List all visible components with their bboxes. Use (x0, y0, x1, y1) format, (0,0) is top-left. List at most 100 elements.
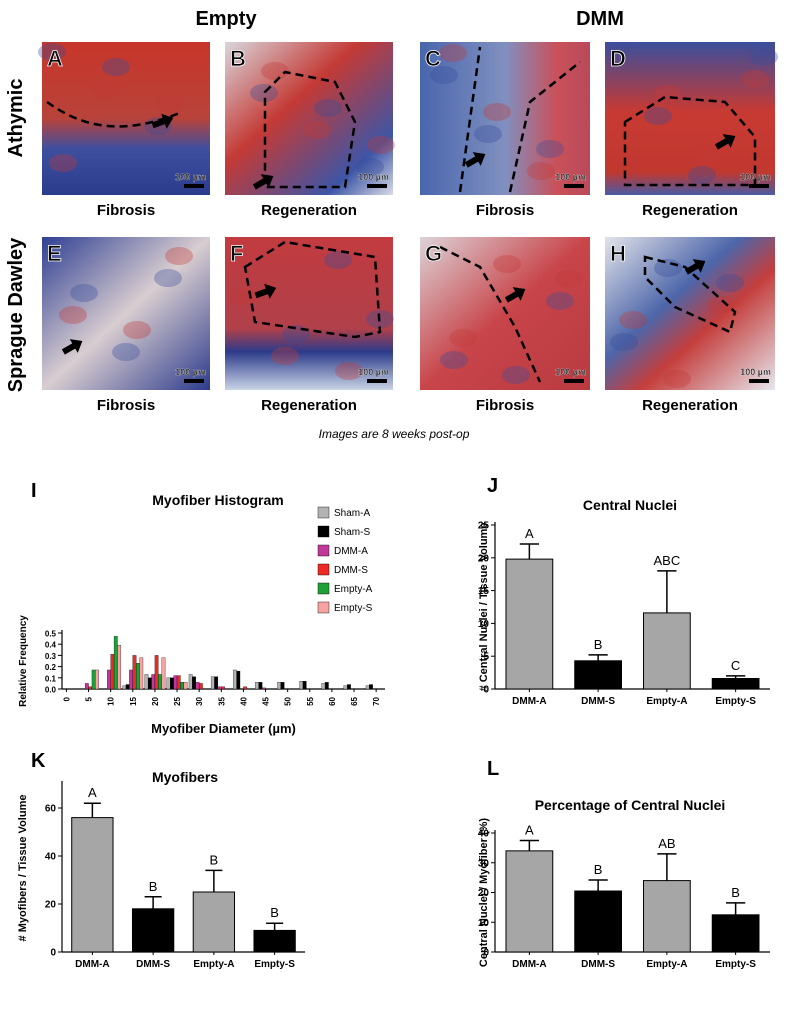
bar (173, 675, 178, 690)
tissue-texture (250, 84, 278, 102)
chart-title: Myofibers (152, 769, 218, 785)
arrow (464, 152, 486, 168)
x-tick-label: 10 (107, 696, 116, 705)
panel-letter: B (230, 46, 246, 71)
tissue-texture (536, 140, 564, 158)
bar (192, 676, 196, 690)
tissue-texture (483, 103, 511, 121)
y-tick-label: 10 (478, 619, 490, 630)
x-tick-label: Empty-A (193, 959, 234, 970)
legend-swatch (317, 506, 330, 519)
bar (131, 908, 175, 953)
x-tick-label: Empty-S (715, 959, 756, 970)
tissue-texture (314, 99, 342, 117)
bar (132, 655, 137, 690)
bar (236, 670, 241, 690)
x-tick-label: 45 (262, 696, 271, 705)
bar (91, 669, 96, 690)
region-outline (243, 240, 382, 339)
y-tick-label: 0.1 (45, 674, 57, 683)
bar (299, 681, 304, 690)
scale-bar (749, 184, 769, 188)
bar (95, 669, 99, 690)
tissue-texture (653, 85, 681, 103)
arrow (714, 134, 736, 150)
bar (574, 890, 622, 953)
scale-label: 100 µm (358, 367, 389, 377)
y-axis-label: # Central Nuclei / Tissue Volume (478, 523, 490, 692)
bar (369, 684, 373, 690)
legend-swatch (317, 582, 330, 595)
tissue-texture (654, 259, 682, 277)
micrograph (605, 42, 775, 195)
tissue-texture (644, 107, 672, 125)
region-outline (439, 245, 542, 383)
legend-label: Empty-A (334, 584, 373, 595)
row-header: Athymic (5, 79, 27, 158)
tissue-texture (527, 162, 555, 180)
scale-bar (367, 379, 387, 383)
x-tick-label: 60 (328, 696, 337, 705)
tissue-texture (261, 62, 289, 80)
tissue-texture (324, 251, 352, 269)
y-axis-label: Relative Frequency (18, 615, 29, 707)
x-tick-label: 30 (195, 696, 204, 705)
scale-bar (749, 379, 769, 383)
group-label: ABC (654, 553, 681, 568)
x-tick-label: 20 (151, 696, 160, 705)
bar (88, 686, 93, 690)
x-tick-label: 0 (62, 696, 71, 701)
scale-bar (184, 379, 204, 383)
x-tick-label: 5 (85, 696, 94, 701)
scale-label: 100 µm (740, 172, 771, 182)
tissue-texture (741, 70, 769, 88)
group-label: B (594, 862, 603, 877)
bar (180, 682, 184, 690)
y-tick-label: 10 (478, 918, 490, 929)
y-tick-label: 20 (478, 888, 490, 899)
group-label: B (210, 852, 219, 867)
tissue-texture (59, 306, 87, 324)
tissue-texture (38, 43, 66, 61)
bar (147, 677, 152, 690)
bar (158, 674, 162, 690)
bar (122, 685, 127, 690)
bar (365, 685, 370, 690)
bar (505, 558, 554, 690)
x-tick-label: Empty-A (646, 696, 687, 707)
bar (199, 683, 203, 690)
x-tick-label: DMM-A (75, 959, 109, 970)
tissue-texture (546, 292, 574, 310)
y-tick-label: 0 (50, 948, 56, 959)
panel-letter: G (425, 241, 442, 266)
bar (280, 682, 285, 690)
bar (71, 817, 114, 953)
tissue-texture (716, 274, 744, 292)
y-tick-label: 25 (478, 521, 490, 532)
bar (84, 683, 89, 690)
bar (643, 612, 691, 690)
bar (321, 683, 326, 690)
bar (192, 891, 236, 953)
bar (195, 682, 200, 690)
arrow (684, 259, 706, 275)
bar (176, 675, 181, 690)
arrow (252, 174, 274, 190)
panel-letter: H (610, 241, 626, 266)
x-tick-label: 35 (217, 696, 226, 705)
y-tick-label: 20 (478, 553, 490, 564)
group-label: B (731, 885, 740, 900)
y-tick-label: 0.3 (45, 652, 57, 661)
tissue-texture (303, 121, 331, 139)
bar (277, 682, 282, 690)
panel-letter: J (487, 475, 498, 497)
bar (151, 674, 156, 690)
y-tick-label: 15 (478, 586, 490, 597)
bar (110, 654, 115, 690)
micrograph (225, 237, 393, 390)
group-label: AB (658, 836, 675, 851)
bar (261, 687, 266, 690)
y-axis-label: # Myofibers / Tissue Volume (17, 795, 29, 942)
bar (258, 682, 263, 690)
